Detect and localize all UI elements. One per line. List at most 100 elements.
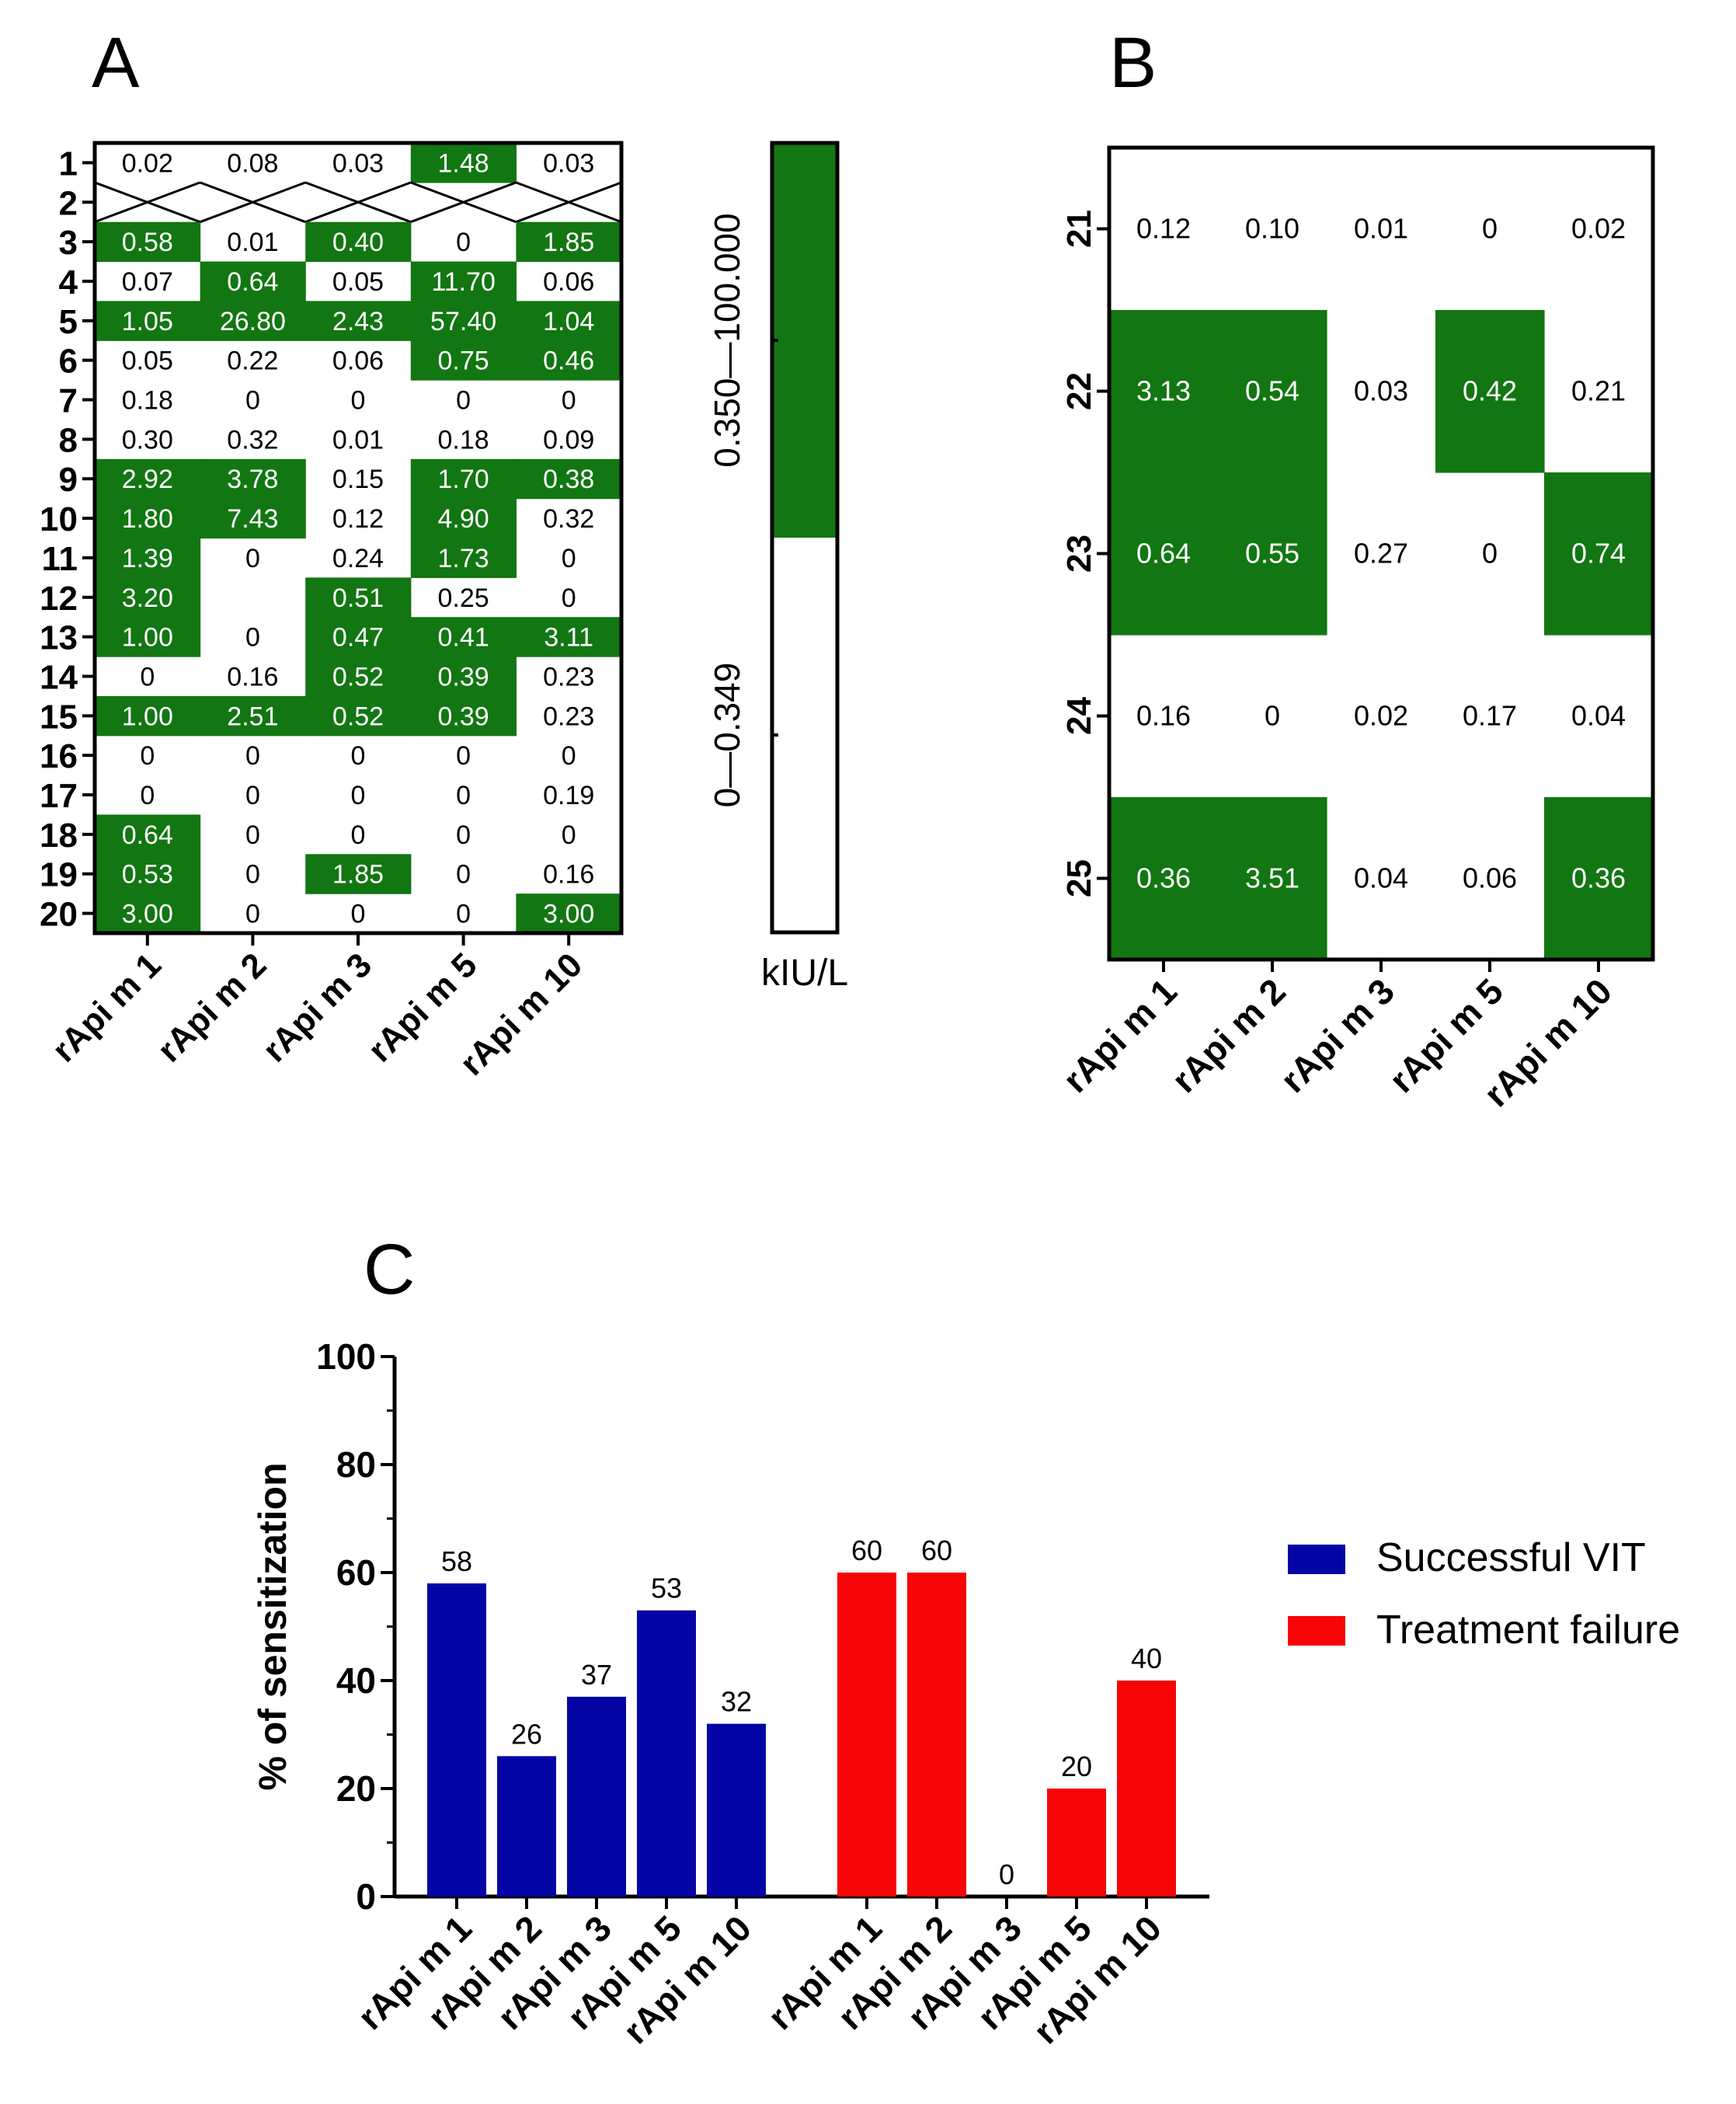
patient-label: 11 [41, 540, 78, 578]
bar-data-label: 58 [441, 1545, 472, 1577]
heatmap-cell-value: 0.64 [227, 267, 278, 297]
heatmap-cell-value: 0.05 [332, 267, 384, 297]
heatmap-cell-value: 0.51 [332, 583, 384, 613]
heatmap-cell-positive [200, 695, 306, 737]
heatmap-cell-positive [200, 261, 306, 301]
legend-label-treatment-failure: Treatment failure [1376, 1608, 1680, 1653]
bar [427, 1583, 486, 1897]
heatmap-cell-positive [95, 617, 201, 657]
heatmap-cell-positive [200, 301, 306, 341]
heatmap-cell-value: 0.19 [543, 781, 594, 810]
patient-label: 17 [40, 777, 78, 815]
heatmap-cell-value: 1.48 [438, 148, 489, 178]
heatmap-cell-positive [1435, 310, 1545, 473]
heatmap-cell-positive [410, 657, 517, 697]
panel-c-letter: C [364, 1230, 415, 1309]
heatmap-cell-value: 0 [1265, 700, 1280, 732]
heatmap-cell-value: 0.03 [543, 148, 594, 178]
heatmap-cell-positive [1218, 797, 1327, 960]
heatmap-cell-positive [95, 221, 201, 263]
patient-label: 24 [1060, 697, 1098, 735]
heatmap-cell-value: 1.85 [543, 228, 594, 257]
heatmap-cell-value: 0.01 [1354, 213, 1408, 245]
heatmap-cell-value: 0 [562, 583, 576, 613]
heatmap-cell-value: 0.52 [332, 662, 384, 691]
heatmap-cell-value: 1.70 [438, 465, 489, 494]
heatmap-cell-value: 0.17 [1463, 700, 1517, 732]
heatmap-cell-positive [305, 617, 412, 657]
heatmap-cell-positive [200, 458, 306, 500]
heatmap-cell-value: 0 [351, 386, 366, 416]
heatmap-cell-value: 0.46 [543, 347, 594, 376]
bar [907, 1573, 966, 1897]
patient-label: 21 [1060, 210, 1098, 248]
heatmap-cell-value: 0.40 [332, 228, 384, 257]
heatmap-cell-positive [410, 458, 517, 500]
panel-a-letter: A [92, 23, 140, 103]
bar-data-label: 40 [1131, 1642, 1162, 1674]
bar [497, 1756, 556, 1897]
heatmap-cell-value: 1.05 [122, 307, 173, 336]
heatmap-cell-positive [516, 894, 622, 934]
heatmap-cell-positive [95, 894, 201, 934]
patient-label: 12 [40, 580, 78, 618]
heatmap-cell-positive [516, 221, 622, 263]
y-tick-label: 80 [336, 1444, 376, 1485]
patient-label: 20 [40, 896, 78, 934]
allergen-label: rApi m 3 [256, 946, 379, 1069]
panel-b-letter: B [1109, 23, 1157, 103]
heatmap-cell-value: 0 [562, 741, 576, 771]
heatmap-cell-value: 0.23 [543, 662, 594, 691]
heatmap-cell-value: 3.20 [122, 583, 173, 613]
heatmap-cell-positive [95, 301, 201, 341]
heatmap-cell-value: 0.02 [1571, 213, 1626, 245]
heatmap-cell-positive [95, 498, 201, 539]
heatmap-cell-value: 0.24 [332, 544, 384, 573]
heatmap-cell-value: 0.47 [332, 623, 384, 653]
heatmap-cell-value: 0.16 [227, 662, 278, 691]
heatmap-cell-value: 0.16 [543, 860, 594, 890]
allergen-label: rApi m 2 [150, 946, 273, 1069]
not-tested-cross [200, 181, 306, 224]
heatmap-cell-value: 0.30 [122, 425, 173, 455]
heatmap-cell-value: 0 [245, 623, 260, 653]
heatmap-cell-positive [1544, 797, 1654, 960]
heatmap-cell-value: 0 [456, 900, 471, 929]
heatmap-cell-positive [410, 498, 517, 539]
heatmap-cell-value: 0.36 [1136, 862, 1191, 894]
heatmap-cell-value: 3.00 [122, 900, 173, 929]
bar-data-label: 26 [511, 1718, 542, 1750]
y-tick-label: 0 [356, 1876, 376, 1917]
heatmap-cell-positive [1218, 310, 1327, 473]
heatmap-cell-value: 0 [1482, 538, 1498, 570]
heatmap-cell-positive [305, 577, 412, 618]
heatmap-cell-value: 0.36 [1571, 862, 1626, 894]
heatmap-cell-value: 0 [456, 860, 471, 890]
heatmap-cell-value: 0 [245, 544, 260, 573]
heatmap-cell-positive [516, 458, 622, 500]
heatmap-cell-value: 4.90 [438, 504, 489, 534]
heatmap-cell-value: 0.18 [438, 425, 489, 455]
heatmap-cell-value: 0 [245, 820, 260, 850]
heatmap-cell-value: 0 [351, 741, 366, 771]
heatmap-cell-value: 0.32 [543, 504, 594, 534]
heatmap-cell-value: 2.43 [332, 307, 384, 336]
heatmap-cell-value: 26.80 [220, 307, 286, 336]
heatmap-cell-positive [95, 695, 201, 737]
y-tick-label: 20 [336, 1768, 376, 1809]
patient-label: 14 [40, 658, 78, 696]
bar-data-label: 0 [999, 1858, 1014, 1890]
heatmap-cell-value: 2.92 [122, 465, 173, 494]
not-tested-cross [304, 181, 412, 224]
heatmap-cell-positive [95, 814, 201, 855]
heatmap-cell-value: 0.18 [122, 386, 173, 416]
heatmap-cell-value: 0 [562, 544, 576, 573]
heatmap-cell-value: 3.00 [543, 900, 594, 929]
heatmap-cell-positive [410, 695, 517, 737]
heatmap-cell-value: 0.21 [1571, 375, 1626, 407]
heatmap-cell-value: 0.54 [1245, 375, 1299, 407]
heatmap-cell-value: 0.04 [1571, 700, 1626, 732]
heatmap-cell-value: 0.05 [122, 347, 173, 376]
heatmap-cell-positive [1109, 310, 1219, 473]
